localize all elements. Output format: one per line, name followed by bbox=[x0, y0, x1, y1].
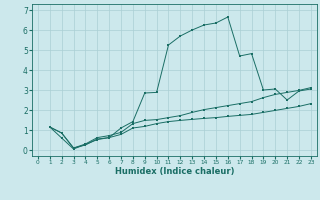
X-axis label: Humidex (Indice chaleur): Humidex (Indice chaleur) bbox=[115, 167, 234, 176]
